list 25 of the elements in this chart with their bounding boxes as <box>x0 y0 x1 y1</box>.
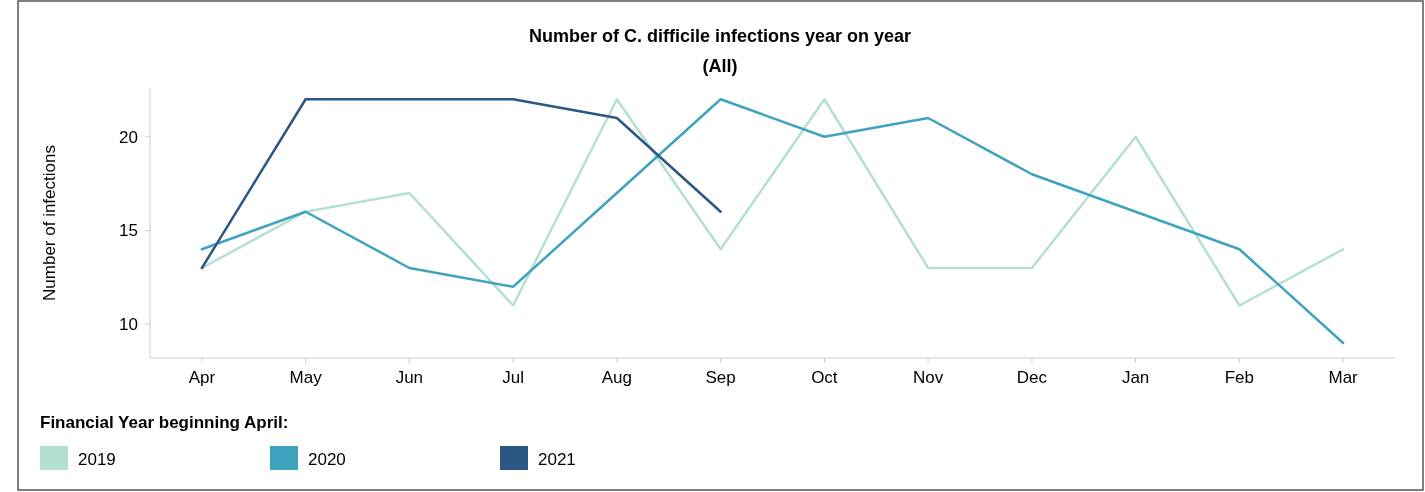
x-tick-label: Apr <box>188 368 216 387</box>
x-tick-label: Nov <box>913 368 944 387</box>
y-tick-label: 15 <box>119 221 138 241</box>
x-tick-label: Sep <box>705 368 736 387</box>
y-tick-label: 20 <box>119 127 138 147</box>
x-tick-label: May <box>289 368 323 387</box>
x-tick-label: Dec <box>1016 368 1048 387</box>
legend-label: 2020 <box>308 450 346 469</box>
x-tick-label: Mar <box>1328 368 1359 387</box>
x-tick-label: Jun <box>395 368 424 387</box>
x-tick-label: Jul <box>502 368 524 387</box>
x-tick-label: Feb <box>1224 368 1255 387</box>
chart-subtitle: (All) <box>702 56 738 76</box>
line-series <box>200 98 722 270</box>
legend-label: 2021 <box>538 450 576 469</box>
legend-label: 2019 <box>78 450 116 469</box>
y-axis-title: Number of infections <box>40 145 59 301</box>
x-tick-label: Oct <box>811 368 838 387</box>
line-series <box>200 98 1345 345</box>
y-tick-label: 10 <box>119 315 138 335</box>
line-series <box>200 98 1345 307</box>
x-tick-label: Aug <box>601 368 632 387</box>
legend-title: Financial Year beginning April: <box>40 413 289 432</box>
chart-title: Number of C. difficile infections year on year <box>528 26 912 46</box>
x-tick-label: Jan <box>1121 368 1150 387</box>
